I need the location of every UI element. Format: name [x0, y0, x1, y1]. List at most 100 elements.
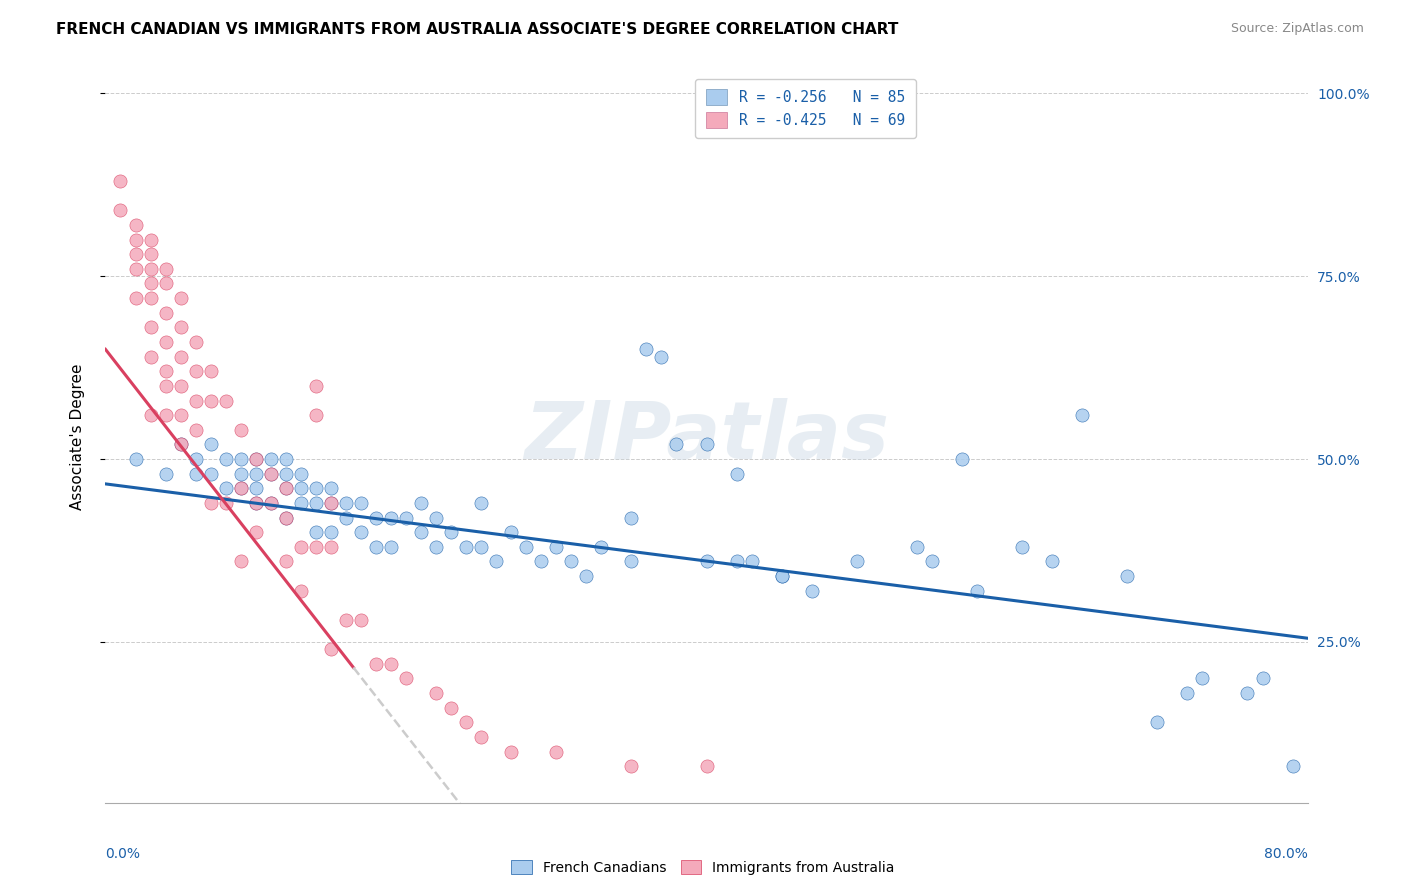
- Point: [921, 554, 943, 568]
- Point: [319, 642, 342, 657]
- Point: [245, 452, 267, 467]
- Point: [184, 393, 207, 408]
- Point: [501, 745, 523, 759]
- Point: [155, 408, 177, 422]
- Point: [139, 350, 162, 364]
- Point: [350, 613, 373, 627]
- Point: [305, 525, 328, 540]
- Point: [501, 525, 523, 540]
- Point: [305, 379, 328, 393]
- Point: [245, 481, 267, 495]
- Point: [319, 481, 342, 495]
- Y-axis label: Associate's Degree: Associate's Degree: [70, 364, 84, 510]
- Point: [364, 657, 387, 671]
- Point: [214, 496, 236, 510]
- Point: [950, 452, 973, 467]
- Point: [1281, 759, 1303, 773]
- Point: [124, 218, 146, 232]
- Point: [139, 233, 162, 247]
- Point: [409, 525, 432, 540]
- Point: [260, 496, 283, 510]
- Point: [110, 174, 132, 188]
- Point: [260, 467, 283, 481]
- Point: [575, 569, 598, 583]
- Point: [184, 467, 207, 481]
- Point: [245, 496, 267, 510]
- Point: [770, 569, 793, 583]
- Point: [290, 467, 312, 481]
- Point: [305, 481, 328, 495]
- Point: [380, 540, 402, 554]
- Point: [274, 554, 297, 568]
- Point: [1191, 672, 1213, 686]
- Point: [169, 408, 191, 422]
- Point: [184, 423, 207, 437]
- Point: [409, 496, 432, 510]
- Point: [260, 467, 283, 481]
- Point: [184, 334, 207, 349]
- Point: [530, 554, 553, 568]
- Point: [696, 437, 718, 451]
- Point: [229, 481, 252, 495]
- Point: [591, 540, 613, 554]
- Point: [546, 745, 568, 759]
- Point: [290, 583, 312, 598]
- Point: [395, 510, 418, 524]
- Point: [155, 364, 177, 378]
- Point: [290, 496, 312, 510]
- Point: [214, 481, 236, 495]
- Point: [454, 715, 477, 730]
- Point: [319, 496, 342, 510]
- Point: [274, 481, 297, 495]
- Point: [124, 247, 146, 261]
- Point: [274, 481, 297, 495]
- Point: [274, 510, 297, 524]
- Point: [200, 437, 222, 451]
- Point: [380, 510, 402, 524]
- Legend: French Canadians, Immigrants from Australia: French Canadians, Immigrants from Austra…: [506, 855, 900, 880]
- Point: [636, 343, 658, 357]
- Point: [124, 233, 146, 247]
- Point: [319, 525, 342, 540]
- Point: [470, 730, 492, 744]
- Point: [319, 496, 342, 510]
- Point: [184, 452, 207, 467]
- Point: [155, 261, 177, 276]
- Point: [169, 350, 191, 364]
- Point: [139, 261, 162, 276]
- Point: [470, 496, 492, 510]
- Point: [741, 554, 763, 568]
- Text: FRENCH CANADIAN VS IMMIGRANTS FROM AUSTRALIA ASSOCIATE'S DEGREE CORRELATION CHAR: FRENCH CANADIAN VS IMMIGRANTS FROM AUSTR…: [56, 22, 898, 37]
- Point: [380, 657, 402, 671]
- Point: [1146, 715, 1168, 730]
- Point: [546, 540, 568, 554]
- Point: [274, 510, 297, 524]
- Point: [200, 496, 222, 510]
- Point: [335, 510, 357, 524]
- Point: [1251, 672, 1274, 686]
- Point: [1040, 554, 1063, 568]
- Point: [905, 540, 928, 554]
- Point: [1175, 686, 1198, 700]
- Text: ZIPatlas: ZIPatlas: [524, 398, 889, 476]
- Point: [696, 554, 718, 568]
- Point: [515, 540, 537, 554]
- Point: [966, 583, 988, 598]
- Point: [214, 452, 236, 467]
- Point: [620, 759, 643, 773]
- Point: [800, 583, 823, 598]
- Point: [845, 554, 868, 568]
- Point: [1116, 569, 1139, 583]
- Point: [245, 496, 267, 510]
- Point: [124, 452, 146, 467]
- Point: [425, 686, 447, 700]
- Point: [305, 540, 328, 554]
- Point: [200, 364, 222, 378]
- Point: [139, 277, 162, 291]
- Point: [245, 452, 267, 467]
- Point: [200, 393, 222, 408]
- Point: [274, 467, 297, 481]
- Text: 80.0%: 80.0%: [1264, 847, 1308, 861]
- Point: [425, 540, 447, 554]
- Point: [319, 540, 342, 554]
